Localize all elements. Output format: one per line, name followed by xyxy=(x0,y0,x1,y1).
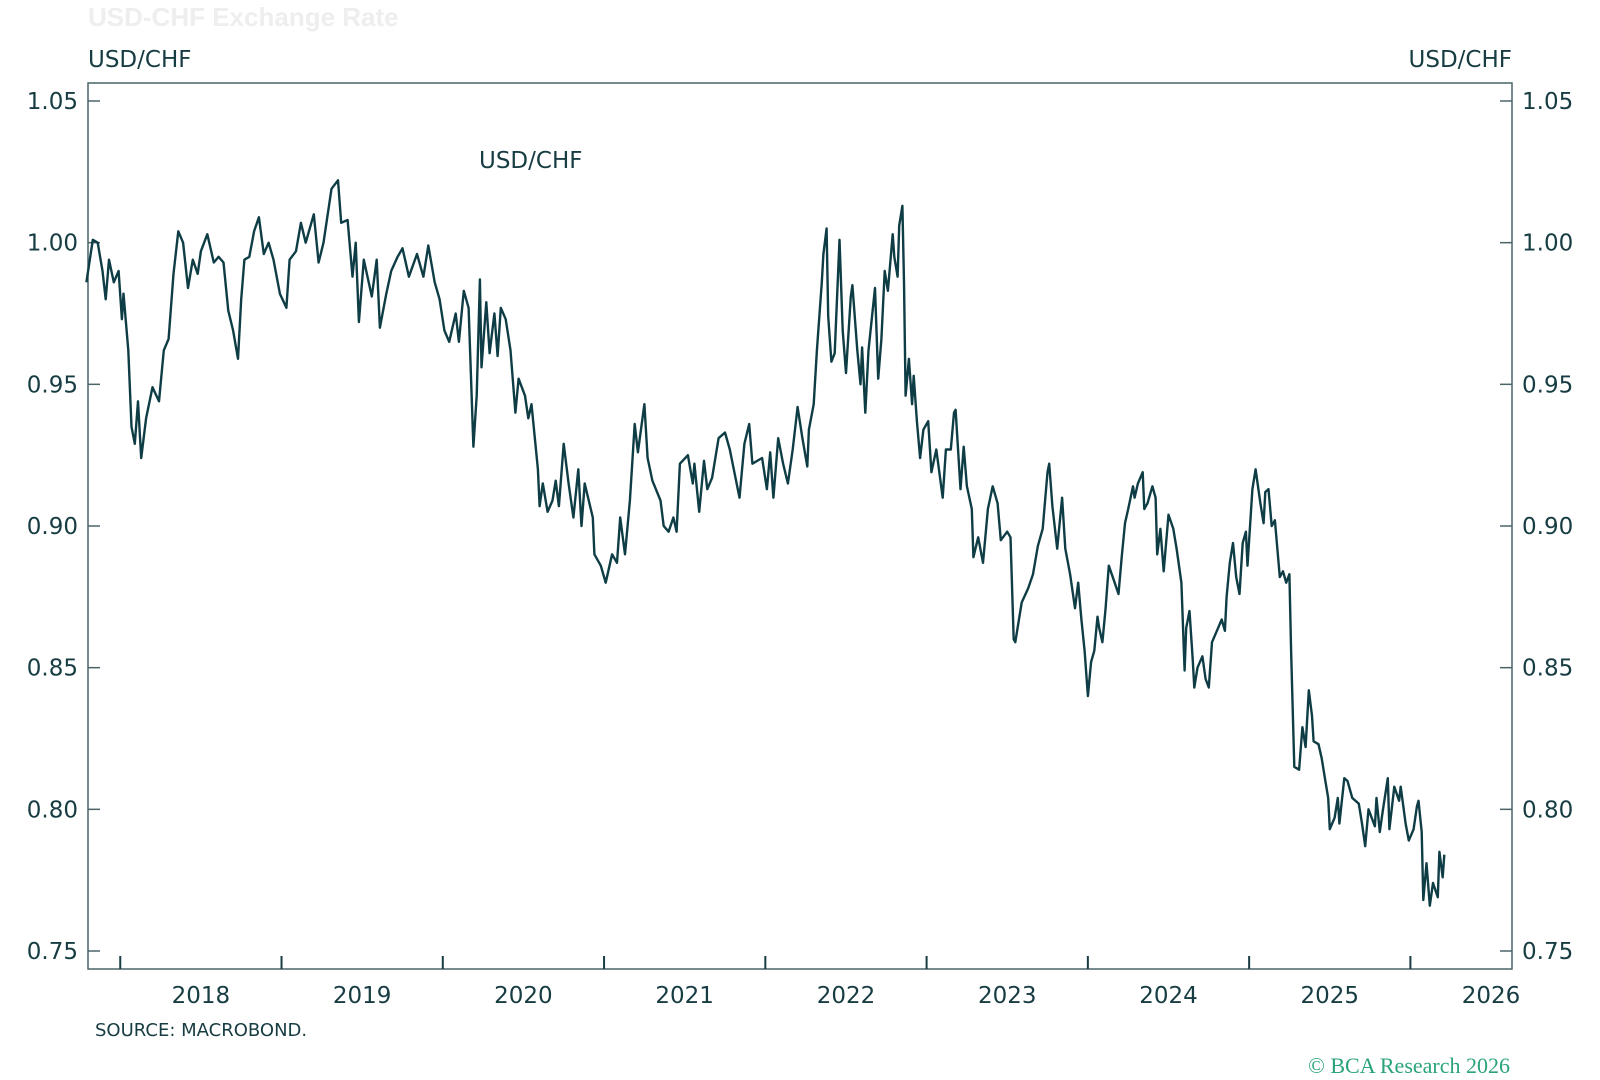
series-label: USD/CHF xyxy=(479,148,582,174)
y-tick-label-right: 0.75 xyxy=(1522,939,1573,965)
x-tick-label: 2019 xyxy=(333,983,392,1009)
y-tick-label-left: 0.90 xyxy=(27,514,78,540)
x-tick-label: 2023 xyxy=(978,983,1037,1009)
x-tick-label: 2025 xyxy=(1300,983,1359,1009)
x-axis: 2018 2019 2020 2021 2022 2023 2024 2025 2026 xyxy=(119,956,1521,1009)
y-tick-label-left: 0.95 xyxy=(27,372,78,398)
copyright: © BCA Research 2026 xyxy=(1308,1053,1510,1078)
x-tick-label: 2022 xyxy=(817,983,876,1009)
y-tick-label-right: 1.00 xyxy=(1522,231,1573,257)
x-tick-label: 2024 xyxy=(1139,983,1198,1009)
y-tick-label-right: 0.95 xyxy=(1522,372,1573,398)
y-tick-label-right: 0.85 xyxy=(1522,656,1573,682)
y-axis: 1.05 1.05 1.00 1.00 0.95 0.95 0.90 0.90 0.85 0.85… xyxy=(27,89,1573,965)
x-tick-label: 2021 xyxy=(655,983,714,1009)
y-tick-label-right: 0.90 xyxy=(1522,514,1573,540)
y-tick-label-left: 0.85 xyxy=(27,656,78,682)
y-tick-label-right: 1.05 xyxy=(1522,89,1573,115)
chart-title: USD-CHF Exchange Rate xyxy=(88,2,399,32)
y-tick-label-left: 0.80 xyxy=(27,797,78,823)
right-axis-label: USD/CHF xyxy=(1409,47,1512,73)
x-tick-label: 2020 xyxy=(494,983,553,1009)
left-axis-label: USD/CHF xyxy=(88,47,191,73)
source-note: SOURCE: MACROBOND. xyxy=(95,1020,307,1041)
x-tick-label: 2018 xyxy=(172,983,231,1009)
y-tick-label-left: 1.00 xyxy=(27,231,78,257)
y-tick-label-left: 1.05 xyxy=(27,89,78,115)
y-tick-label-left: 0.75 xyxy=(27,939,78,965)
x-tick-label: 2026 xyxy=(1462,983,1521,1009)
y-tick-label-right: 0.80 xyxy=(1522,797,1573,823)
usd-chf-series-line xyxy=(85,179,1446,907)
plot-frame xyxy=(87,82,1513,970)
